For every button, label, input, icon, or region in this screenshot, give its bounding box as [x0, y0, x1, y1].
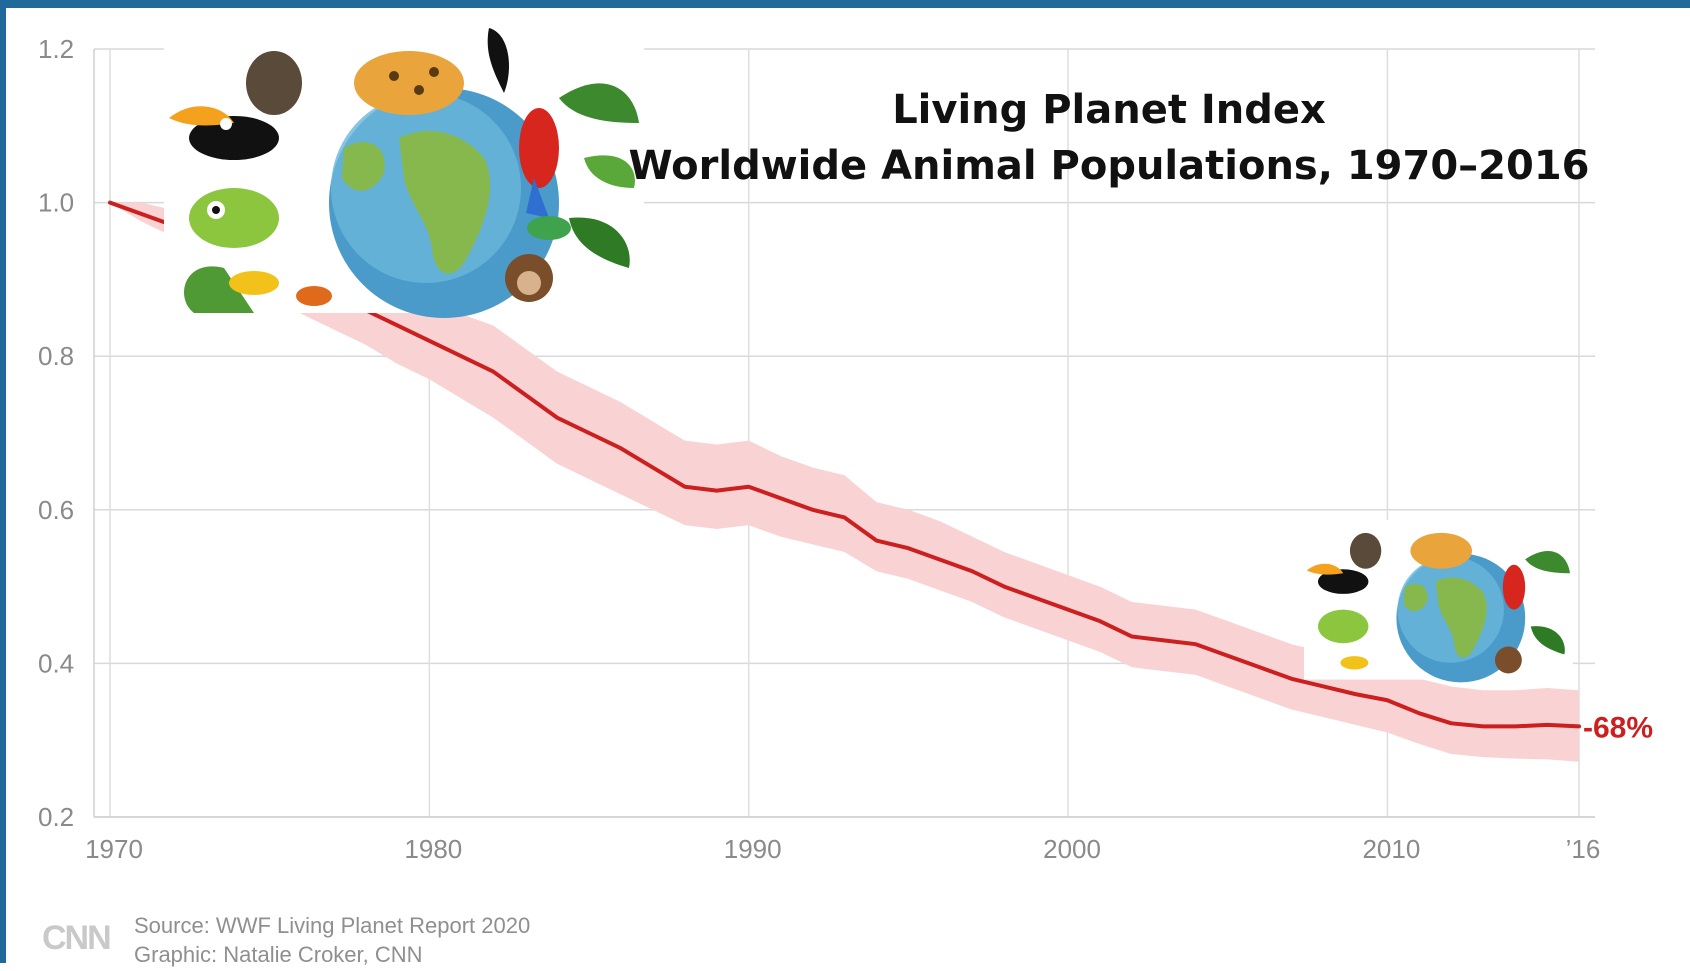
credit-line: Graphic: Natalie Croker, CNN [134, 942, 423, 967]
globe-with-animals-illustration [1304, 520, 1573, 683]
line-chart: 1970 1980 1990 2000 2010 ’16 0.2 0.4 0.6 0.8 1.0 1… [38, 28, 1653, 967]
confidence-band [110, 202, 1579, 762]
y-tick-label: 0.4 [38, 648, 74, 678]
y-tick-label: 0.8 [38, 341, 74, 371]
chart-title: Living Planet Index [892, 87, 1326, 133]
y-axis: 0.2 0.4 0.6 0.8 1.0 1.2 [38, 34, 95, 832]
x-axis: 1970 1980 1990 2000 2010 ’16 [85, 816, 1601, 864]
source-line: Source: WWF Living Planet Report 2020 [134, 913, 530, 938]
x-tick-label: 1990 [724, 834, 782, 864]
x-tick-label: 2010 [1362, 834, 1420, 864]
y-tick-label: 1.0 [38, 188, 74, 218]
x-tick-label: 1980 [404, 834, 462, 864]
x-tick-label: 1970 [85, 834, 143, 864]
y-tick-label: 1.2 [38, 34, 74, 64]
cnn-logo: CNN [42, 919, 110, 957]
chart-subtitle: Worldwide Animal Populations, 1970–2016 [628, 143, 1589, 189]
x-tick-label: ’16 [1566, 834, 1601, 864]
globe-with-animals-illustration [164, 28, 644, 318]
y-tick-label: 0.6 [38, 495, 74, 525]
y-tick-label: 0.2 [38, 802, 74, 832]
x-tick-label: 2000 [1043, 834, 1101, 864]
confidence-band-layer [110, 202, 1579, 762]
end-value-label: -68% [1583, 711, 1653, 744]
